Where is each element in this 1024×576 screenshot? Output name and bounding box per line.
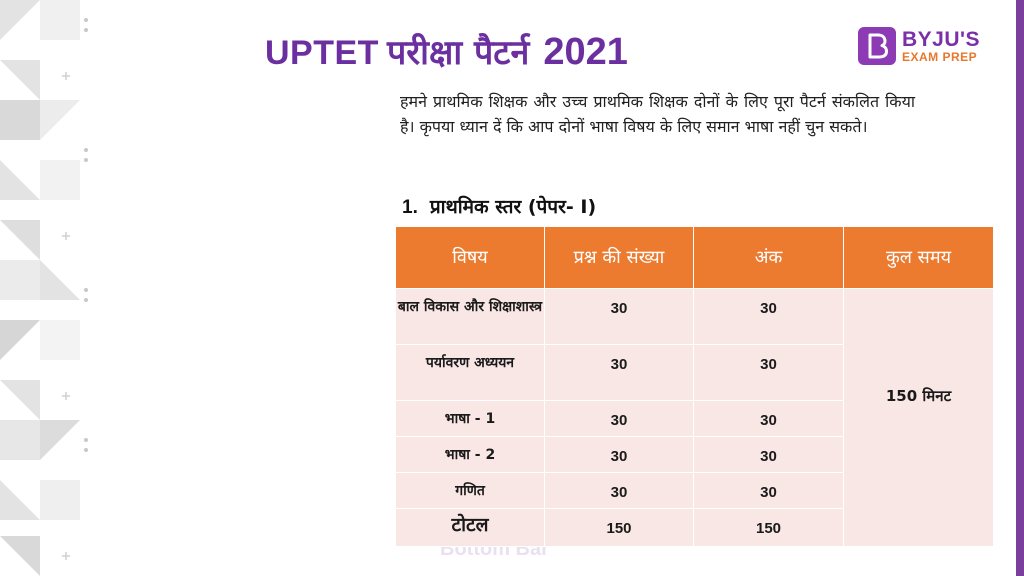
subject-cell: पर्यावरण अध्ययन [395,344,545,401]
marks-cell: 30 [693,288,844,345]
subject-cell: भाषा - 2 [395,436,545,473]
header-total-time: कुल समय [843,226,994,289]
questions-cell: 30 [544,436,694,473]
table-row: गणित 30 30 [395,472,994,509]
questions-cell: 30 [544,472,694,509]
table-row: पर्यावरण अध्ययन 30 30 [395,344,994,401]
right-edge-bar [1016,0,1024,576]
intro-paragraph: हमने प्राथमिक शिक्षक और उच्च प्राथमिक शि… [400,92,915,136]
subject-cell: गणित [395,472,545,509]
questions-cell: 30 [544,344,694,401]
byjus-logo: BYJU'S EXAM PREP [858,24,998,68]
section-heading: 1. प्राथमिक स्तर (पेपर- I) [402,193,596,219]
marks-cell: 30 [693,472,844,509]
total-time-cell: 150 मिनट [843,288,994,547]
table-header-row: विषय प्रश्न की संख्या अंक कुल समय [395,226,994,289]
questions-cell: 30 [544,400,694,437]
total-label-cell: टोटल [395,508,545,547]
page-title: UPTET परीक्षा पैटर्न 2021 [265,28,628,78]
total-marks-cell: 150 [693,508,844,547]
title-year: 2021 [543,31,628,73]
questions-cell: 30 [544,288,694,345]
total-questions-cell: 150 [544,508,694,547]
logo-b-icon [858,27,896,65]
header-question-count: प्रश्न की संख्या [544,226,694,289]
decorative-pattern [0,0,100,576]
table-total-row: टोटल 150 150 [395,508,994,547]
subject-cell: भाषा - 1 [395,400,545,437]
header-subject: विषय [395,226,545,289]
section-number: 1. [402,197,418,218]
logo-brand-text: BYJU'S [902,28,981,51]
table-row: भाषा - 1 30 30 [395,400,994,437]
subject-cell: बाल विकास और शिक्षाशास्त्र [395,288,545,345]
title-exam-name: UPTET [265,34,379,72]
marks-cell: 30 [693,436,844,473]
section-title: प्राथमिक स्तर (पेपर- I) [429,196,597,218]
logo-sub-text: EXAM PREP [902,50,978,64]
title-hindi: परीक्षा पैटर्न [386,33,530,73]
exam-pattern-table: विषय प्रश्न की संख्या अंक कुल समय बाल वि… [395,226,994,547]
table-row: बाल विकास और शिक्षाशास्त्र 30 30 150 मिन… [395,288,994,547]
marks-cell: 30 [693,344,844,401]
marks-cell: 30 [693,400,844,437]
header-marks: अंक [693,226,844,289]
